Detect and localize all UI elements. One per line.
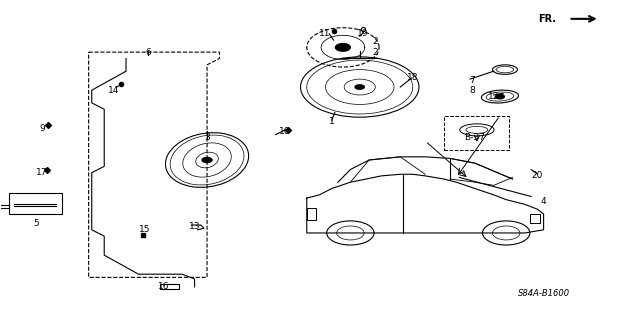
Circle shape [336, 44, 351, 51]
Text: 20: 20 [531, 172, 543, 180]
Text: 6: 6 [145, 48, 151, 57]
Bar [530, 214, 540, 223]
Text: 2: 2 [372, 48, 378, 57]
Text: 16: 16 [158, 282, 169, 292]
Text: 5: 5 [33, 219, 39, 228]
Text: 3: 3 [204, 133, 210, 142]
Text: S84A-B1600: S84A-B1600 [518, 289, 570, 298]
Text: 15: 15 [139, 225, 150, 234]
Text: FR.: FR. [538, 14, 556, 24]
Circle shape [355, 84, 365, 90]
Text: 14: 14 [108, 86, 120, 95]
Text: 4: 4 [541, 197, 546, 206]
Text: 7: 7 [469, 76, 475, 85]
Text: 10: 10 [279, 127, 290, 136]
Text: 12: 12 [488, 92, 500, 101]
Text: 8: 8 [469, 86, 475, 95]
Text: 18: 18 [407, 73, 418, 82]
Text: B-37: B-37 [464, 133, 486, 142]
Bar [444, 116, 510, 150]
Text: 17: 17 [36, 168, 48, 177]
Text: 13: 13 [189, 222, 200, 231]
Text: 9: 9 [39, 124, 45, 133]
Text: 19: 19 [357, 28, 369, 38]
Circle shape [202, 157, 212, 163]
Bar [9, 193, 62, 214]
Text: 1: 1 [329, 117, 334, 126]
Text: 2: 2 [372, 36, 378, 45]
Bar [307, 208, 316, 220]
Text: 11: 11 [319, 28, 330, 38]
Bar [160, 284, 179, 289]
Circle shape [496, 94, 505, 99]
